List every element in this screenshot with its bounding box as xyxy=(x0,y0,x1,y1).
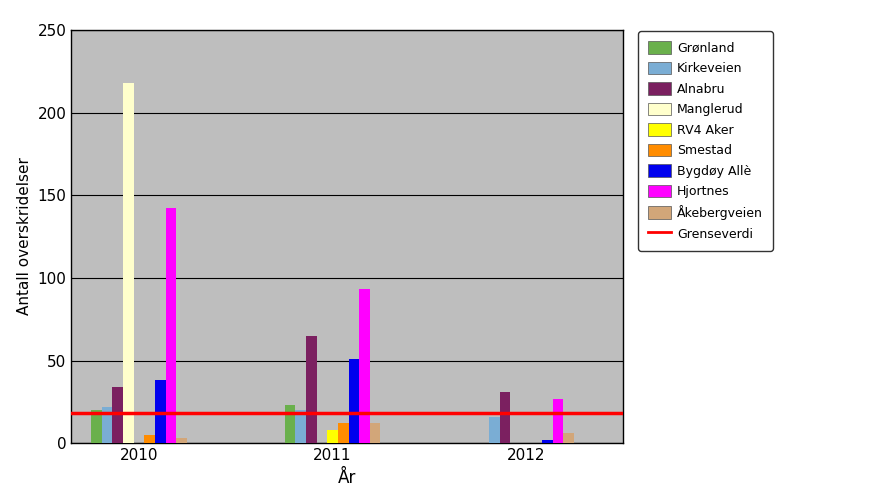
Bar xyxy=(101,407,112,443)
Bar xyxy=(155,380,166,443)
Bar xyxy=(563,433,574,443)
Bar xyxy=(112,387,123,443)
Y-axis label: Antall overskridelser: Antall overskridelser xyxy=(17,157,32,316)
Bar xyxy=(328,430,338,443)
X-axis label: År: År xyxy=(338,469,356,487)
Bar xyxy=(370,423,381,443)
Bar xyxy=(285,405,295,443)
Legend: Grønland, Kirkeveien, Alnabru, Manglerud, RV4 Aker, Smestad, Bygdøy Allè, Hjortn: Grønland, Kirkeveien, Alnabru, Manglerud… xyxy=(638,31,773,250)
Bar xyxy=(144,435,155,443)
Bar xyxy=(306,336,317,443)
Bar xyxy=(295,410,306,443)
Bar xyxy=(542,440,553,443)
Bar xyxy=(166,209,176,443)
Bar xyxy=(360,289,370,443)
Bar xyxy=(123,83,134,443)
Bar xyxy=(553,398,563,443)
Bar xyxy=(499,392,510,443)
Bar xyxy=(489,417,499,443)
Bar xyxy=(338,423,349,443)
Bar xyxy=(349,359,360,443)
Bar xyxy=(176,438,187,443)
Bar xyxy=(91,410,101,443)
